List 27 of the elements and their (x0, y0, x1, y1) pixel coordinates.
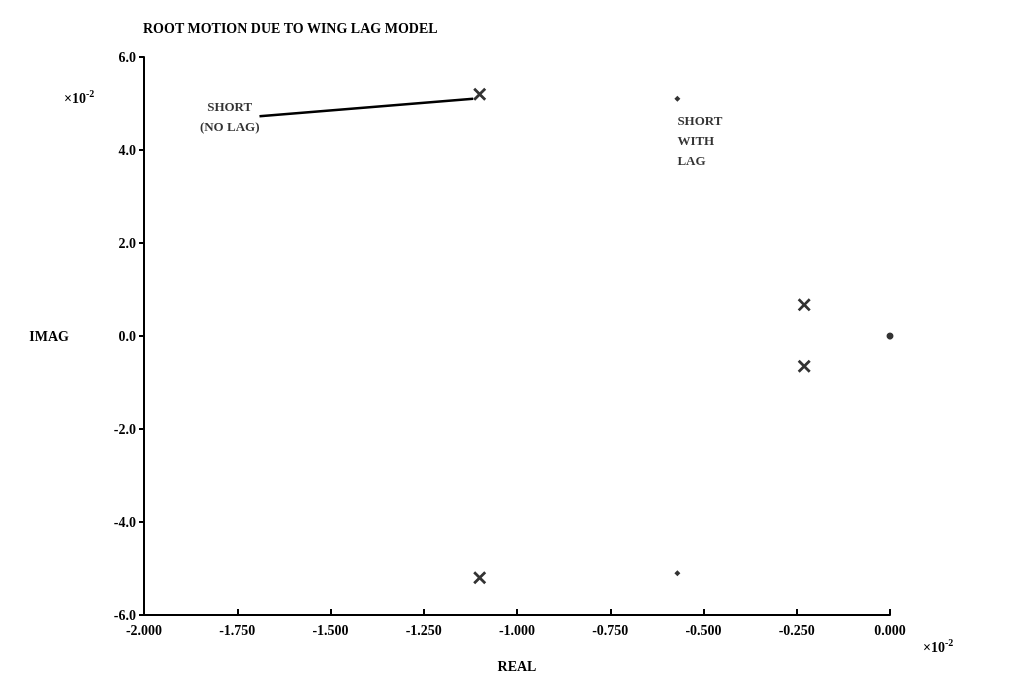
y-tick-label: 0.0 (118, 328, 136, 344)
x-tick-label: -0.500 (685, 622, 722, 638)
point (797, 298, 811, 312)
chart-title: ROOT MOTION DUE TO WING LAG MODEL (143, 20, 438, 36)
x-tick-label: -1.500 (312, 622, 349, 638)
point (473, 571, 487, 585)
y-tick-label: 6.0 (118, 49, 136, 65)
annotation: SHORT WITH LAG (677, 113, 723, 169)
x-tick-label: -1.250 (405, 622, 442, 638)
y-tick-label: -2.0 (113, 421, 136, 437)
x-tick-label: -2.000 (125, 622, 163, 638)
point (473, 87, 487, 101)
x-tick-label: -1.750 (219, 622, 256, 638)
y-tick-label: -6.0 (113, 607, 136, 623)
x-axis-title: REAL (497, 658, 537, 674)
y-axis-title: IMAG (29, 328, 70, 344)
x-tick-label: -0.250 (778, 622, 815, 638)
annotation: SHORT (NO LAG) (199, 98, 260, 134)
point (797, 359, 811, 373)
point (674, 95, 681, 102)
x-tick-label: -1.000 (498, 622, 536, 638)
y-tick-label: 4.0 (118, 142, 136, 158)
x-tick-label: 0.000 (874, 622, 906, 638)
y-tick-label: -4.0 (113, 514, 136, 530)
point (674, 570, 681, 577)
y-tick-label: 2.0 (118, 235, 136, 251)
x-tick-label: -0.750 (592, 622, 629, 638)
